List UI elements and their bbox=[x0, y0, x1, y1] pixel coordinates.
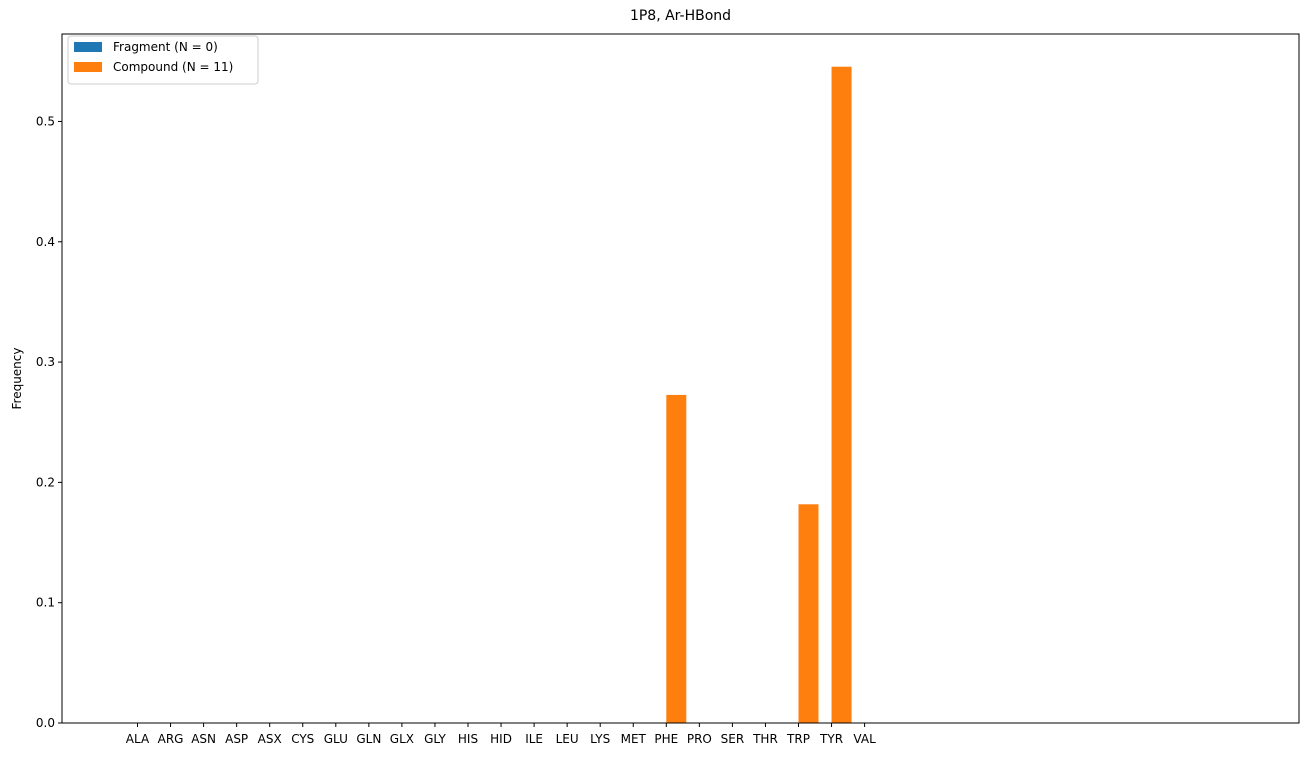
y-axis-title: Frequency bbox=[10, 348, 24, 410]
x-tick-label-asp: ASP bbox=[225, 732, 248, 746]
x-tick-label-ala: ALA bbox=[126, 732, 150, 746]
y-tick-label: 0.5 bbox=[36, 114, 55, 128]
x-tick-label-thr: THR bbox=[752, 732, 778, 746]
x-tick-label-gln: GLN bbox=[356, 732, 381, 746]
x-tick-label-ile: ILE bbox=[525, 732, 543, 746]
x-tick-label-glx: GLX bbox=[390, 732, 414, 746]
x-tick-label-lys: LYS bbox=[590, 732, 610, 746]
x-tick-label-val: VAL bbox=[853, 732, 876, 746]
axes-group: 0.0 0.1 0.2 0.3 0.4 0.5 ALA ARG ASN ASP ASX CYS GLU G… bbox=[36, 33, 1300, 746]
x-tick-label-arg: ARG bbox=[158, 732, 184, 746]
x-tick-label-hid: HID bbox=[490, 732, 512, 746]
legend-swatch bbox=[74, 42, 102, 52]
legend-label: Compound (N = 11) bbox=[113, 60, 233, 74]
y-tick-label: 0.4 bbox=[36, 235, 55, 249]
plot-frame bbox=[61, 33, 1300, 724]
bar-trp-series-1 bbox=[798, 504, 819, 723]
x-tick-label-tyr: TYR bbox=[819, 732, 843, 746]
y-tick-label: 0.1 bbox=[36, 596, 55, 610]
x-tick-label-ser: SER bbox=[721, 732, 745, 746]
x-tick-label-trp: TRP bbox=[786, 732, 810, 746]
x-tick-label-pro: PRO bbox=[687, 732, 712, 746]
x-tick-label-gly: GLY bbox=[424, 732, 446, 746]
x-tick-label-met: MET bbox=[621, 732, 647, 746]
y-tick-label: 0.2 bbox=[36, 475, 55, 489]
legend: Fragment (N = 0) Compound (N = 11) bbox=[67, 35, 259, 85]
x-tick-label-asn: ASN bbox=[191, 732, 216, 746]
x-tick-label-cys: CYS bbox=[291, 732, 314, 746]
legend-frame bbox=[67, 35, 259, 85]
x-tick-label-phe: PHE bbox=[654, 732, 678, 746]
x-tick-label-his: HIS bbox=[458, 732, 478, 746]
x-tick-label-asx: ASX bbox=[258, 732, 282, 746]
legend-swatch bbox=[74, 62, 102, 72]
bar-phe-series-1 bbox=[666, 394, 687, 723]
legend-label: Fragment (N = 0) bbox=[113, 40, 218, 54]
x-tick-label-glu: GLU bbox=[324, 732, 348, 746]
x-tick-label-leu: LEU bbox=[556, 732, 579, 746]
y-tick-label: 0.0 bbox=[36, 716, 55, 730]
bar-tyr-series-1 bbox=[831, 66, 852, 724]
y-tick-label: 0.3 bbox=[36, 355, 55, 369]
bars-group bbox=[666, 66, 852, 724]
chart-title: 1P8, Ar-HBond bbox=[630, 8, 731, 24]
